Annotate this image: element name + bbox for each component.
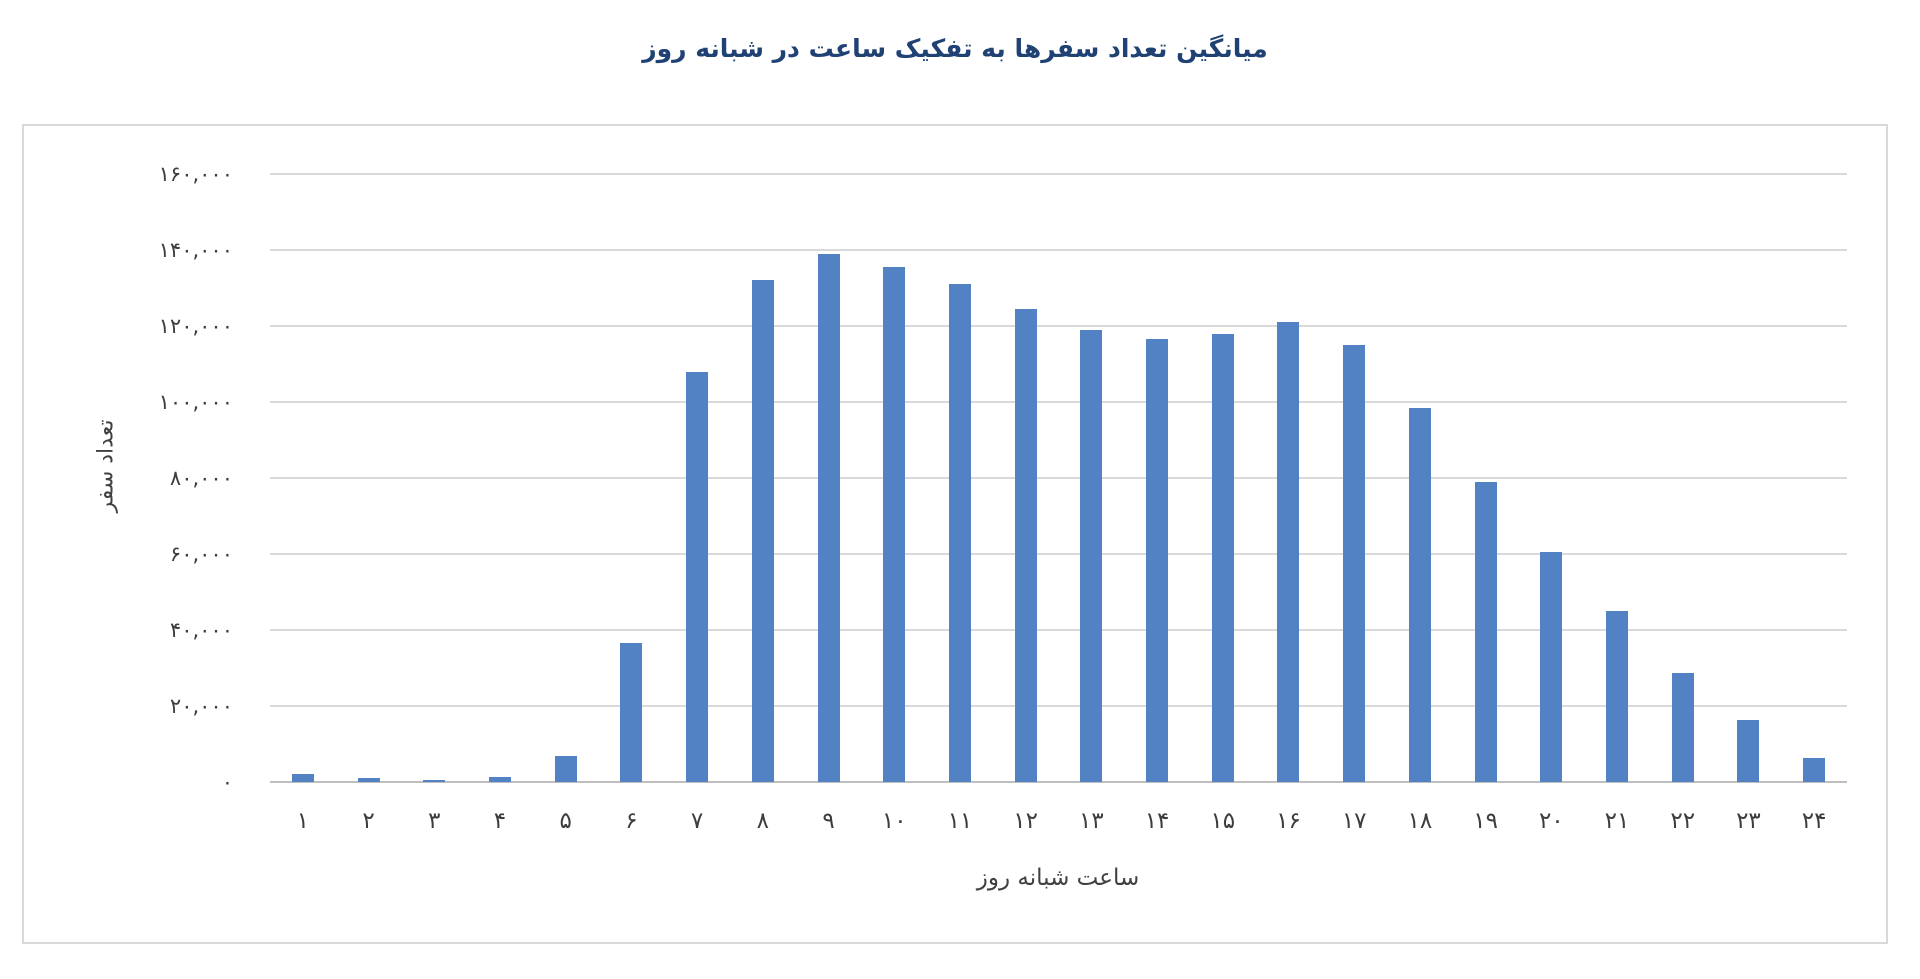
bar-hour-3 [423,780,446,782]
bar-hour-24 [1803,758,1826,782]
x-tick-label-1: ۱ [296,808,310,834]
x-tick-label-2: ۲ [362,808,375,834]
x-axis-title: ساعت شبانه روز [976,865,1140,891]
bar-hour-16 [1277,322,1300,782]
gridline-120000 [270,325,1847,327]
x-tick-label-13: ۱۳ [1078,808,1104,834]
x-tick-label-20: ۲۰ [1538,808,1564,834]
bar-hour-8 [751,280,774,782]
y-tick-label-120000: ۱۲۰,۰۰۰ [158,314,233,338]
x-tick-label-22: ۲۲ [1670,808,1696,834]
y-tick-label-100000: ۱۰۰,۰۰۰ [158,390,233,414]
bar-hour-13 [1080,330,1103,782]
x-tick-label-24: ۲۴ [1801,808,1827,834]
y-tick-label-0: ۰ [221,770,233,794]
x-tick-label-8: ۸ [756,808,769,834]
bar-hour-19 [1474,482,1497,782]
y-axis-title: تعداد سفر [93,419,119,513]
bar-hour-17 [1343,345,1366,782]
x-tick-label-7: ۷ [690,808,704,834]
bar-hour-22 [1671,673,1694,782]
bar-hour-1 [291,774,314,782]
bar-hour-15 [1211,334,1234,782]
bar-hour-7 [686,372,709,782]
x-tick-label-19: ۱۹ [1473,808,1498,834]
bar-hour-9 [817,254,840,782]
gridline-80000 [270,477,1847,479]
x-tick-label-4: ۴ [493,808,507,834]
y-tick-label-140000: ۱۴۰,۰۰۰ [158,238,233,262]
y-tick-label-40000: ۴۰,۰۰۰ [169,618,233,642]
x-tick-label-9: ۹ [822,808,835,834]
y-tick-label-60000: ۶۰,۰۰۰ [169,542,233,566]
x-tick-label-10: ۱۰ [881,808,907,834]
gridline-100000 [270,401,1847,403]
gridline-20000 [270,705,1847,707]
chart-panel: ۰ ۲۰,۰۰۰ ۴۰,۰۰۰ ۶۰,۰۰۰ ۸۰,۰۰۰ ۱۰۰,۰۰۰ ۱۲۰,۰۰۰ ۱… [22,124,1888,944]
x-tick-label-12: ۱۲ [1013,808,1038,834]
bar-hour-4 [488,777,511,782]
y-tick-label-20000: ۲۰,۰۰۰ [169,694,233,718]
plot-area: ۰ ۲۰,۰۰۰ ۴۰,۰۰۰ ۶۰,۰۰۰ ۸۰,۰۰۰ ۱۰۰,۰۰۰ ۱۲۰,۰۰۰ ۱… [24,126,1886,942]
bar-hour-20 [1540,552,1563,782]
x-tick-label-14: ۱۴ [1144,808,1170,834]
y-tick-label-160000: ۱۶۰,۰۰۰ [158,162,233,186]
bar-hour-5 [554,756,577,782]
x-tick-label-15: ۱۵ [1210,808,1236,834]
bar-hour-21 [1606,611,1629,782]
chart-title: میانگین تعداد سفرها به تفکیک ساعت در شبا… [642,34,1268,63]
x-axis-line [270,781,1847,783]
bar-hour-14 [1146,339,1169,782]
y-tick-label-80000: ۸۰,۰۰۰ [169,466,233,490]
gridline-40000 [270,629,1847,631]
x-tick-label-17: ۱۷ [1341,808,1367,834]
x-tick-label-23: ۲۳ [1736,808,1761,834]
bar-hour-2 [357,778,380,782]
x-tick-label-16: ۱۶ [1276,808,1301,834]
x-tick-label-18: ۱۸ [1407,808,1433,834]
bar-hour-6 [620,643,643,782]
gridline-160000 [270,173,1847,175]
x-tick-label-3: ۳ [428,808,441,834]
bar-hour-11 [948,284,971,782]
x-tick-label-6: ۶ [625,808,638,834]
x-tick-label-11: ۱۱ [947,808,973,834]
bar-hour-10 [883,267,906,782]
bar-hour-23 [1737,720,1760,782]
bar-hour-12 [1014,309,1037,782]
x-tick-label-21: ۲۱ [1604,808,1630,834]
bar-hour-18 [1408,408,1431,782]
x-tick-label-5: ۵ [559,808,572,834]
gridline-60000 [270,553,1847,555]
gridline-140000 [270,249,1847,251]
